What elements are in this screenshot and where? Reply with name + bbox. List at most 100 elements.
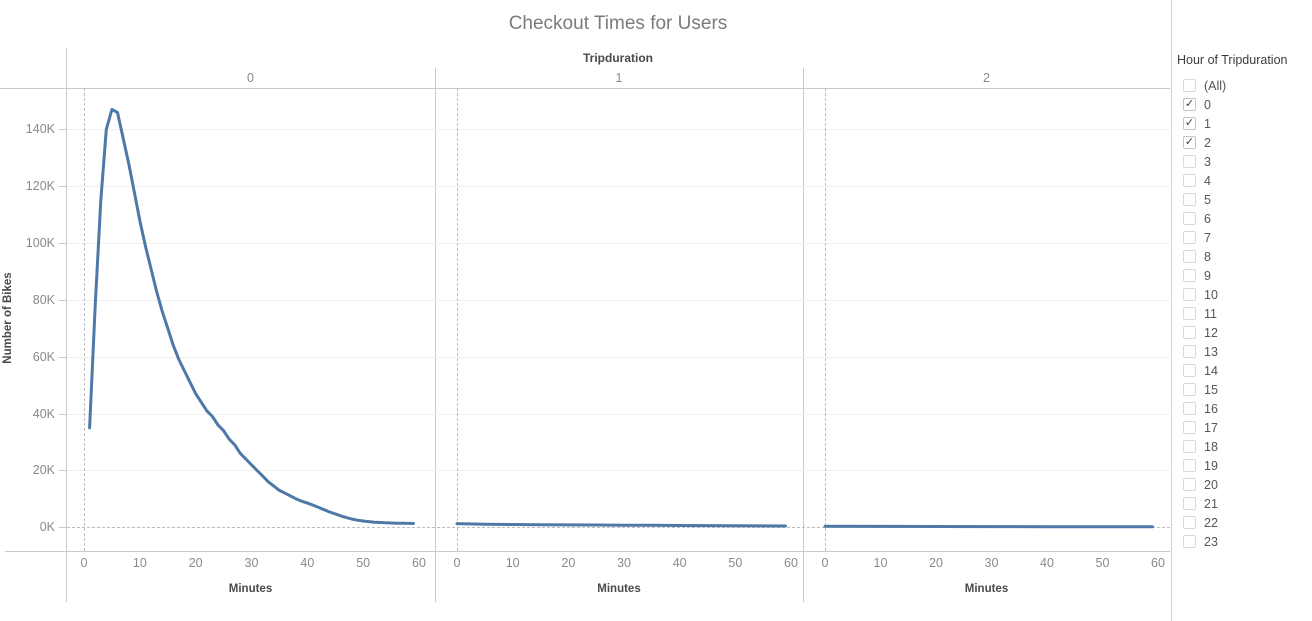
filter-item-10[interactable]: 10	[1183, 285, 1309, 304]
panel-separator-2	[803, 68, 804, 602]
filter-item-2[interactable]: ✓ 2	[1183, 133, 1309, 152]
checkbox-unchecked-icon[interactable]	[1183, 212, 1196, 225]
filter-item-label: 15	[1204, 382, 1218, 397]
x-tick-label: 40	[300, 556, 315, 570]
filter-item-5[interactable]: 5	[1183, 190, 1309, 209]
y-tick-mark	[59, 470, 66, 471]
x-axis-title: Minutes	[964, 583, 1009, 595]
checkbox-unchecked-icon[interactable]	[1183, 326, 1196, 339]
filter-item-4[interactable]: 4	[1183, 171, 1309, 190]
x-tick-label: 50	[356, 556, 371, 570]
checkbox-unchecked-icon[interactable]	[1183, 345, 1196, 358]
filter-item-8[interactable]: 8	[1183, 247, 1309, 266]
checkbox-unchecked-icon[interactable]	[1183, 535, 1196, 548]
y-tick-label: 100K	[25, 236, 55, 250]
checkbox-unchecked-icon[interactable]	[1183, 231, 1196, 244]
filter-item-label: 18	[1204, 439, 1218, 454]
checkbox-unchecked-icon[interactable]	[1183, 421, 1196, 434]
line-mark-hour-0[interactable]	[88, 108, 415, 525]
x-axis-title: Minutes	[228, 583, 273, 595]
filter-item-0[interactable]: ✓ 0	[1183, 95, 1309, 114]
filter-item-label: 10	[1204, 287, 1218, 302]
filter-item-22[interactable]: 22	[1183, 513, 1309, 532]
x-tick-label: 60	[784, 556, 798, 570]
filter-item-7[interactable]: 7	[1183, 228, 1309, 247]
checkbox-unchecked-icon[interactable]	[1183, 516, 1196, 529]
checkbox-unchecked-icon[interactable]	[1183, 478, 1196, 491]
zero-gridline	[67, 527, 1170, 528]
filter-item-18[interactable]: 18	[1183, 437, 1309, 456]
y-tick-label: 40K	[32, 407, 55, 421]
checkbox-checked-icon[interactable]: ✓	[1183, 117, 1196, 130]
x-tick-label: 30	[984, 556, 999, 570]
panel-separator-1	[435, 68, 436, 602]
filter-item-19[interactable]: 19	[1183, 456, 1309, 475]
filter-item-label: 19	[1204, 458, 1218, 473]
checkbox-unchecked-icon[interactable]	[1183, 174, 1196, 187]
x-tick-label: 10	[132, 556, 147, 570]
filter-item-label: 7	[1204, 230, 1211, 245]
filter-item-all[interactable]: (All)	[1183, 76, 1309, 95]
checkbox-unchecked-icon[interactable]	[1183, 269, 1196, 282]
filter-item-15[interactable]: 15	[1183, 380, 1309, 399]
checkbox-checked-icon[interactable]: ✓	[1183, 98, 1196, 111]
checkbox-unchecked-icon[interactable]	[1183, 497, 1196, 510]
filter-item-6[interactable]: 6	[1183, 209, 1309, 228]
x-tick-label: 20	[561, 556, 576, 570]
checkbox-unchecked-icon[interactable]	[1183, 307, 1196, 320]
checkbox-unchecked-icon[interactable]	[1183, 288, 1196, 301]
y-tick-mark	[59, 243, 66, 244]
filter-item-3[interactable]: 3	[1183, 152, 1309, 171]
panel-column-label-0: 0	[247, 71, 254, 85]
filter-item-label: 12	[1204, 325, 1218, 340]
filter-item-11[interactable]: 11	[1183, 304, 1309, 323]
filter-item-label: 16	[1204, 401, 1218, 416]
y-gridline	[67, 186, 1170, 187]
filter-pane-divider	[1171, 0, 1172, 621]
checkbox-unchecked-icon[interactable]	[1183, 250, 1196, 263]
x-tick-label: 20	[929, 556, 943, 570]
x-tick-label: 40	[672, 556, 687, 570]
filter-item-17[interactable]: 17	[1183, 418, 1309, 437]
filter-item-label: 11	[1204, 306, 1217, 321]
x-tick-label: 0	[821, 556, 829, 570]
y-gridline	[67, 300, 1170, 301]
filter-item-20[interactable]: 20	[1183, 475, 1309, 494]
filter-item-12[interactable]: 12	[1183, 323, 1309, 342]
y-tick-mark	[59, 300, 66, 301]
filter-item-21[interactable]: 21	[1183, 494, 1309, 513]
y-tick-label: 0K	[39, 520, 55, 534]
checkbox-unchecked-icon[interactable]	[1183, 79, 1196, 92]
checkbox-unchecked-icon[interactable]	[1183, 383, 1196, 396]
checkbox-unchecked-icon[interactable]	[1183, 364, 1196, 377]
filter-item-23[interactable]: 23	[1183, 532, 1309, 551]
checkbox-checked-icon[interactable]: ✓	[1183, 136, 1196, 149]
filter-item-16[interactable]: 16	[1183, 399, 1309, 418]
y-tick-mark	[59, 129, 66, 130]
checkbox-unchecked-icon[interactable]	[1183, 440, 1196, 453]
x-tick-label: 60	[1151, 556, 1165, 570]
checkbox-unchecked-icon[interactable]	[1183, 155, 1196, 168]
x-tick-label: 10	[873, 556, 888, 570]
x-zero-line	[457, 88, 458, 551]
filter-item-1[interactable]: ✓ 1	[1183, 114, 1309, 133]
checkbox-unchecked-icon[interactable]	[1183, 402, 1196, 415]
filter-title: Hour of Tripduration	[1177, 53, 1288, 67]
filter-item-label: (All)	[1204, 78, 1227, 93]
y-tick-label: 120K	[25, 179, 55, 193]
y-tick-mark	[59, 357, 66, 358]
y-gridline	[67, 357, 1170, 358]
x-tick-label: 30	[617, 556, 631, 570]
x-tick-label: 20	[188, 556, 203, 570]
filter-item-14[interactable]: 14	[1183, 361, 1309, 380]
checkbox-unchecked-icon[interactable]	[1183, 193, 1196, 206]
filter-item-9[interactable]: 9	[1183, 266, 1309, 285]
y-tick-label: 20K	[32, 463, 55, 477]
filter-item-label: 1	[1204, 116, 1211, 131]
y-tick-mark	[59, 186, 66, 187]
filter-item-label: 3	[1204, 154, 1211, 169]
checkbox-unchecked-icon[interactable]	[1183, 459, 1196, 472]
filter-item-13[interactable]: 13	[1183, 342, 1309, 361]
line-mark-hour-1[interactable]	[455, 522, 787, 528]
